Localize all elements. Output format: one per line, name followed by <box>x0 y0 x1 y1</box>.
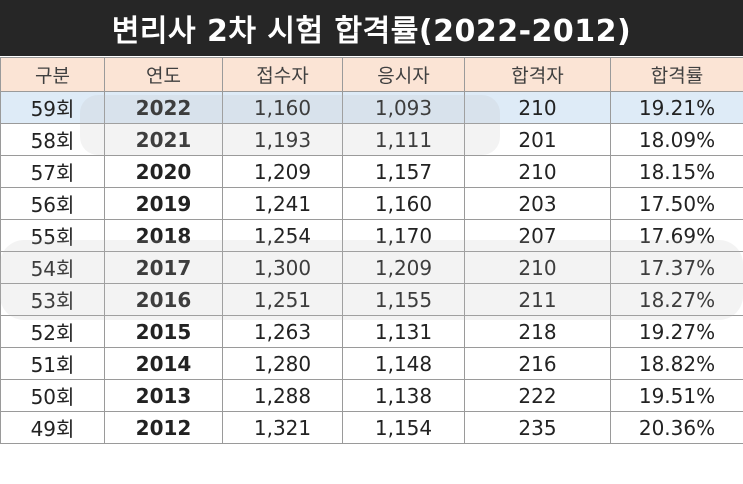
cell-pass-rate: 19.27% <box>610 315 743 348</box>
cell-year: 2019 <box>104 187 223 220</box>
header-passers: 합격자 <box>464 57 611 92</box>
cell-session: 50회 <box>0 379 105 412</box>
cell-examinees: 1,170 <box>342 219 465 252</box>
header-session: 구분 <box>0 57 105 92</box>
cell-session: 49회 <box>0 411 105 444</box>
cell-passers: 210 <box>464 91 611 124</box>
table-row: 57회 2020 1,209 1,157 210 18.15% <box>0 155 743 188</box>
table-row: 52회 2015 1,263 1,131 218 19.27% <box>0 315 743 348</box>
cell-pass-rate: 19.21% <box>610 91 743 124</box>
table-row: 56회 2019 1,241 1,160 203 17.50% <box>0 187 743 220</box>
cell-applicants: 1,193 <box>222 123 343 156</box>
header-row: 구분 연도 접수자 응시자 합격자 합격률 <box>0 57 743 92</box>
cell-passers: 201 <box>464 123 611 156</box>
cell-session: 56회 <box>0 187 105 220</box>
cell-pass-rate: 18.09% <box>610 123 743 156</box>
cell-year: 2020 <box>104 155 223 188</box>
cell-session: 51회 <box>0 347 105 380</box>
cell-year: 2017 <box>104 251 223 284</box>
cell-applicants: 1,241 <box>222 187 343 220</box>
cell-pass-rate: 18.27% <box>610 283 743 316</box>
cell-applicants: 1,160 <box>222 91 343 124</box>
header-pass-rate: 합격률 <box>610 57 743 92</box>
cell-year: 2022 <box>104 91 223 124</box>
cell-examinees: 1,155 <box>342 283 465 316</box>
cell-applicants: 1,263 <box>222 315 343 348</box>
cell-applicants: 1,300 <box>222 251 343 284</box>
cell-passers: 207 <box>464 219 611 252</box>
cell-examinees: 1,154 <box>342 411 465 444</box>
table-row: 58회 2021 1,193 1,111 201 18.09% <box>0 123 743 156</box>
cell-applicants: 1,251 <box>222 283 343 316</box>
cell-session: 55회 <box>0 219 105 252</box>
cell-year: 2015 <box>104 315 223 348</box>
cell-applicants: 1,280 <box>222 347 343 380</box>
cell-session: 53회 <box>0 283 105 316</box>
cell-year: 2013 <box>104 379 223 412</box>
cell-passers: 218 <box>464 315 611 348</box>
cell-examinees: 1,209 <box>342 251 465 284</box>
cell-year: 2018 <box>104 219 223 252</box>
table-row: 53회 2016 1,251 1,155 211 18.27% <box>0 283 743 316</box>
cell-passers: 210 <box>464 155 611 188</box>
cell-applicants: 1,254 <box>222 219 343 252</box>
table-row: 50회 2013 1,288 1,138 222 19.51% <box>0 379 743 412</box>
cell-passers: 210 <box>464 251 611 284</box>
cell-session: 52회 <box>0 315 105 348</box>
cell-examinees: 1,160 <box>342 187 465 220</box>
header-applicants: 접수자 <box>222 57 343 92</box>
table-row: 51회 2014 1,280 1,148 216 18.82% <box>0 347 743 380</box>
cell-session: 57회 <box>0 155 105 188</box>
cell-applicants: 1,209 <box>222 155 343 188</box>
table-row: 54회 2017 1,300 1,209 210 17.37% <box>0 251 743 284</box>
cell-session: 58회 <box>0 123 105 156</box>
table-title: 변리사 2차 시험 합격률(2022-2012) <box>0 0 743 56</box>
cell-pass-rate: 18.15% <box>610 155 743 188</box>
cell-examinees: 1,157 <box>342 155 465 188</box>
cell-passers: 222 <box>464 379 611 412</box>
cell-year: 2016 <box>104 283 223 316</box>
cell-pass-rate: 19.51% <box>610 379 743 412</box>
cell-session: 59회 <box>0 91 105 124</box>
header-examinees: 응시자 <box>342 57 465 92</box>
cell-pass-rate: 17.37% <box>610 251 743 284</box>
cell-passers: 235 <box>464 411 611 444</box>
table-row: 55회 2018 1,254 1,170 207 17.69% <box>0 219 743 252</box>
cell-passers: 203 <box>464 187 611 220</box>
pass-rate-table: 구분 연도 접수자 응시자 합격자 합격률 59회 2022 1,160 1,093 2… <box>0 57 743 444</box>
cell-pass-rate: 18.82% <box>610 347 743 380</box>
cell-passers: 216 <box>464 347 611 380</box>
cell-examinees: 1,148 <box>342 347 465 380</box>
cell-examinees: 1,131 <box>342 315 465 348</box>
cell-applicants: 1,321 <box>222 411 343 444</box>
header-year: 연도 <box>104 57 223 92</box>
cell-year: 2021 <box>104 123 223 156</box>
cell-pass-rate: 20.36% <box>610 411 743 444</box>
cell-pass-rate: 17.69% <box>610 219 743 252</box>
cell-examinees: 1,111 <box>342 123 465 156</box>
cell-passers: 211 <box>464 283 611 316</box>
cell-pass-rate: 17.50% <box>610 187 743 220</box>
cell-examinees: 1,093 <box>342 91 465 124</box>
table-row: 49회 2012 1,321 1,154 235 20.36% <box>0 411 743 444</box>
cell-applicants: 1,288 <box>222 379 343 412</box>
cell-examinees: 1,138 <box>342 379 465 412</box>
cell-session: 54회 <box>0 251 105 284</box>
cell-year: 2012 <box>104 411 223 444</box>
cell-year: 2014 <box>104 347 223 380</box>
table-row: 59회 2022 1,160 1,093 210 19.21% <box>0 91 743 124</box>
